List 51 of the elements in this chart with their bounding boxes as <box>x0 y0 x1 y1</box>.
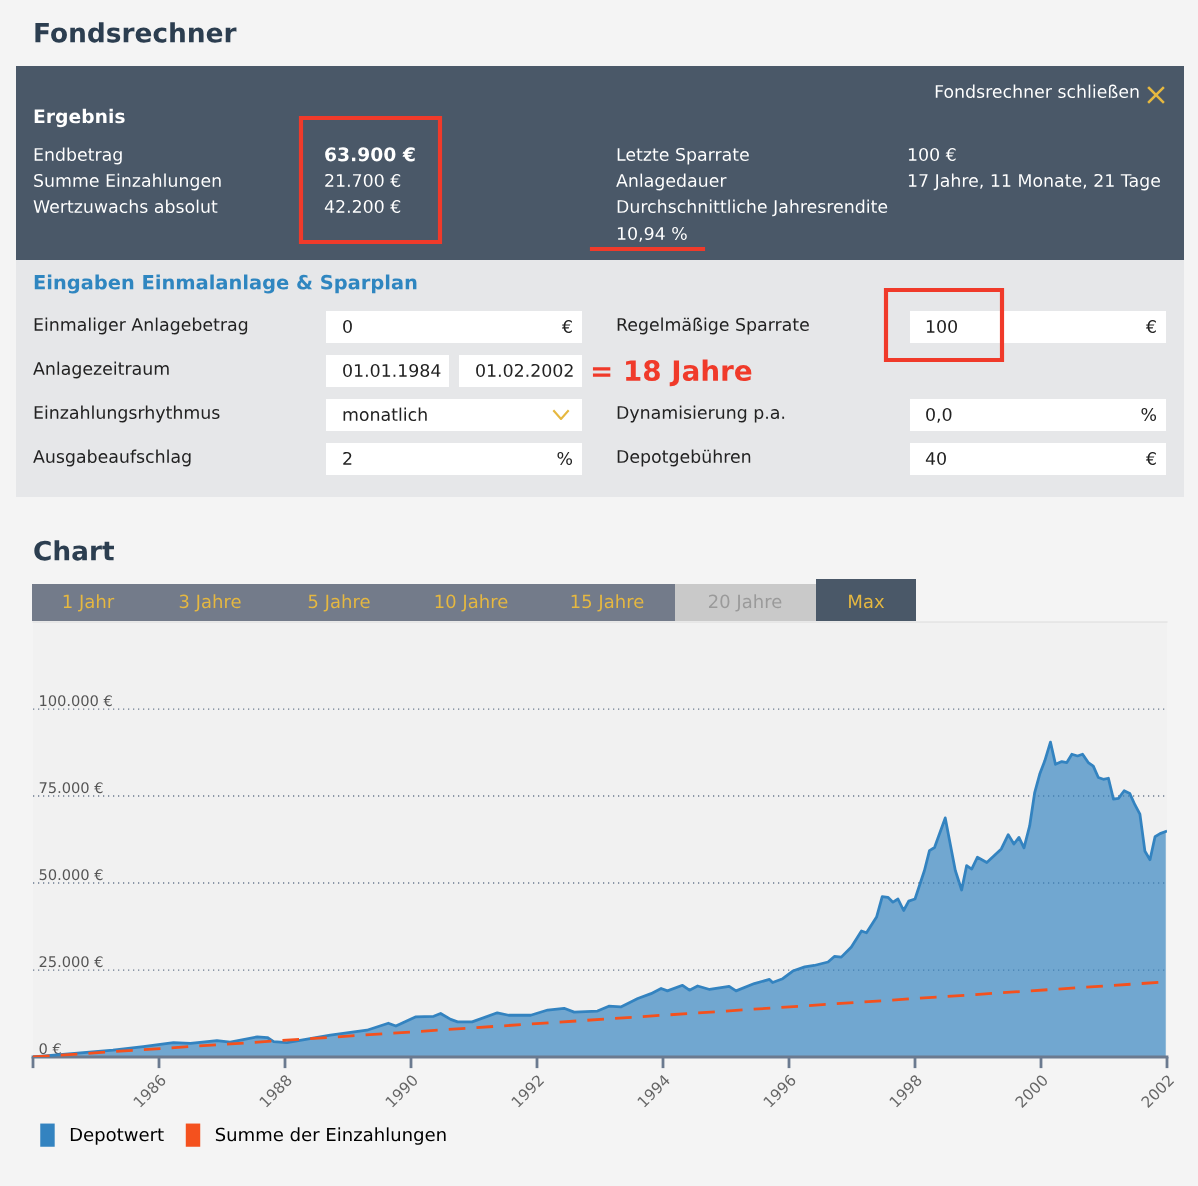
text: Ausgabeaufschlag <box>33 449 191 467</box>
text: € <box>561 319 572 334</box>
y-tick-label: 50.000 € <box>39 869 103 881</box>
text: Depotgebühren <box>617 449 751 467</box>
text: Dynamisierung p.a. <box>617 405 785 423</box>
text: 100 <box>926 319 957 334</box>
text: € <box>1145 319 1156 334</box>
text: € <box>1145 451 1156 466</box>
text: 01.02.2002 <box>476 363 573 378</box>
text: monatlich <box>343 407 427 422</box>
text: 5 Jahre <box>308 594 370 612</box>
legend-label: Summe der Einzahlungen <box>215 1127 446 1145</box>
text: 01.01.1984 <box>343 363 441 378</box>
text: 15 Jahre <box>571 594 644 612</box>
y-tick-label: 100.000 € <box>40 695 112 707</box>
text: 2 <box>343 451 352 465</box>
text: 1 Jahr <box>63 594 115 612</box>
text: Letzte Sparrate <box>617 147 749 165</box>
text: Wertzuwachs absolut <box>33 199 218 214</box>
text: Summe Einzahlungen <box>34 173 221 191</box>
text: Durchschnittliche Jahresrendite <box>617 199 888 217</box>
text: 0 <box>343 319 352 334</box>
text: 100 € <box>908 147 956 162</box>
text: Endbetrag <box>34 147 122 165</box>
text: Einmaliger Anlagebetrag <box>34 317 248 335</box>
chart-title: Fondsrechner <box>35 22 237 43</box>
text: Max <box>849 594 885 609</box>
text: % <box>1141 407 1157 422</box>
text: 3 Jahre <box>179 594 241 612</box>
text: Ergebnis <box>34 108 125 128</box>
text: Fondsrechner schließen <box>935 84 1139 99</box>
text: 40 <box>925 451 946 466</box>
text: 42.200 € <box>324 199 401 214</box>
text: Einzahlungsrhythmus <box>34 405 220 423</box>
text: 21.700 € <box>325 173 401 188</box>
text: 0,0 <box>926 407 952 423</box>
text: Anlagezeitraum <box>33 361 169 379</box>
text: Regelmäßige Sparrate <box>617 317 809 335</box>
y-tick-label: 0 € <box>39 1043 61 1055</box>
text: = 18 Jahre <box>592 359 752 387</box>
y-tick-label: 25.000 € <box>39 956 103 968</box>
text: 63.900 € <box>325 147 415 162</box>
text: 10 Jahre <box>435 594 508 612</box>
text: % <box>557 451 573 466</box>
text: 10,94 % <box>617 226 687 242</box>
text: Eingaben Einmalanlage & Sparplan <box>34 274 417 294</box>
chart-subtitle: Chart <box>34 540 114 561</box>
legend-label: Depotwert <box>70 1127 164 1145</box>
text: Anlagedauer <box>616 173 727 191</box>
y-tick-label: 75.000 € <box>39 782 103 794</box>
text: 17 Jahre, 11 Monate, 21 Tage <box>908 173 1160 191</box>
